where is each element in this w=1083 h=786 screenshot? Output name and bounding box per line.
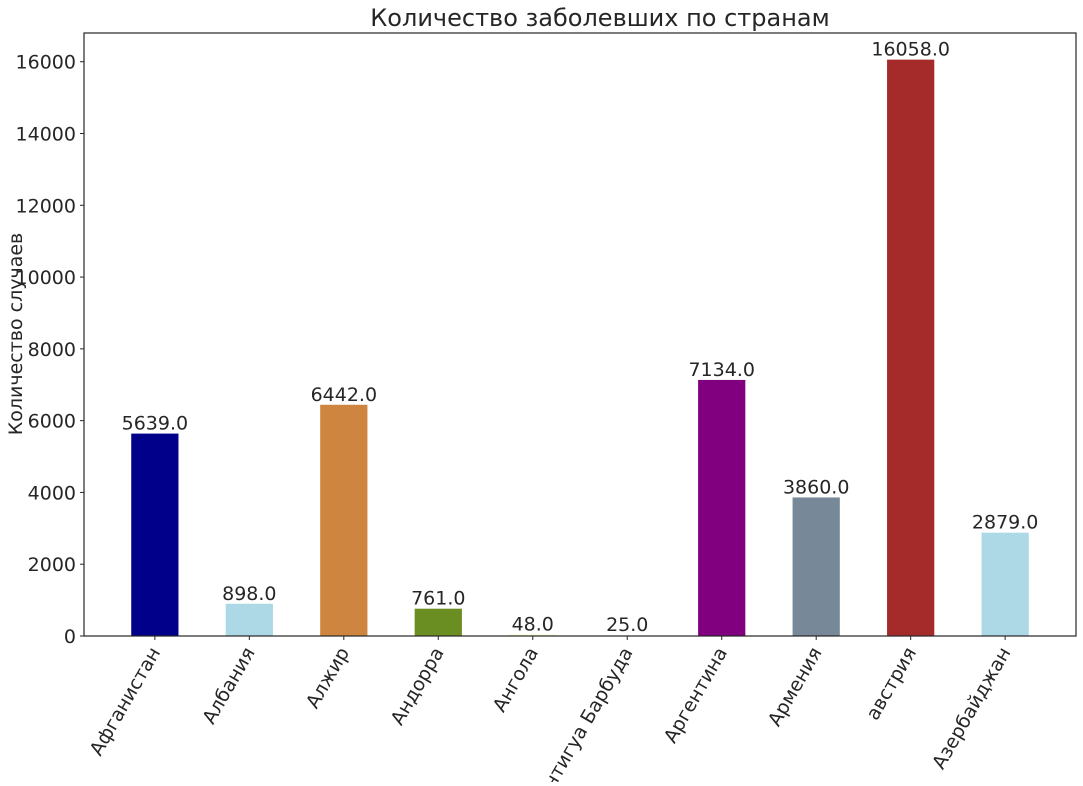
x-tick-label: Аргентина <box>660 644 732 747</box>
bar <box>320 404 368 636</box>
bar-value-label: 48.0 <box>512 613 554 635</box>
value-labels-group: 5639.0 898.0 6442.0 761.0 48.0 25.0 7134.0 3860… <box>122 39 1039 636</box>
y-tick-label: 0 <box>64 626 76 648</box>
y-axis-label: Количество случаев <box>5 233 27 436</box>
y-tick-label: 4000 <box>28 482 76 504</box>
x-tick-label: Антигуа Барбуда <box>532 644 637 783</box>
bar-value-label: 3860.0 <box>783 476 849 498</box>
chart-title: Количество заболевших по странам <box>370 4 829 32</box>
bar <box>131 433 179 636</box>
x-tick-label: Ангола <box>489 644 543 716</box>
y-axis-ticks: 0 2000 4000 6000 8000 10000 12000 14000 16000 <box>16 52 84 648</box>
x-axis-ticks: Афганистан Албания Алжир Андорра АнголаАнтиг… <box>86 636 1015 786</box>
y-tick-label: 12000 <box>16 195 76 217</box>
bar <box>981 532 1029 636</box>
y-tick-label: 2000 <box>28 554 76 576</box>
bar-value-label: 898.0 <box>222 583 276 605</box>
bar <box>509 634 557 636</box>
y-tick-label: 6000 <box>28 411 76 433</box>
x-tick-label: Афганистан <box>86 644 166 760</box>
bar-value-label: 761.0 <box>411 588 465 610</box>
bar-value-label: 7134.0 <box>688 359 754 381</box>
bar <box>698 379 746 636</box>
x-tick-label: австрия <box>862 644 921 724</box>
y-tick-label: 8000 <box>28 339 76 361</box>
y-tick-label: 16000 <box>16 52 76 74</box>
bar-value-label: 5639.0 <box>122 413 188 435</box>
x-tick-label: Азербайджан <box>928 644 1015 774</box>
y-tick-label: 10000 <box>16 267 76 289</box>
x-tick-label: Алжир <box>302 644 354 713</box>
x-tick-label: Андорра <box>387 644 449 729</box>
bar-value-label: 2879.0 <box>972 512 1038 534</box>
bar <box>792 497 840 636</box>
x-tick-label: Армения <box>764 644 827 731</box>
plot-frame <box>83 32 1077 637</box>
x-tick-label: Албания <box>198 644 259 728</box>
bar-value-label: 25.0 <box>606 614 648 636</box>
y-tick-label: 14000 <box>16 124 76 146</box>
bar <box>887 59 935 636</box>
bar-value-label: 6442.0 <box>311 384 377 406</box>
bars-group <box>131 59 1029 636</box>
bar <box>225 603 273 636</box>
bar-value-label: 16058.0 <box>871 39 950 61</box>
bar <box>414 608 462 636</box>
